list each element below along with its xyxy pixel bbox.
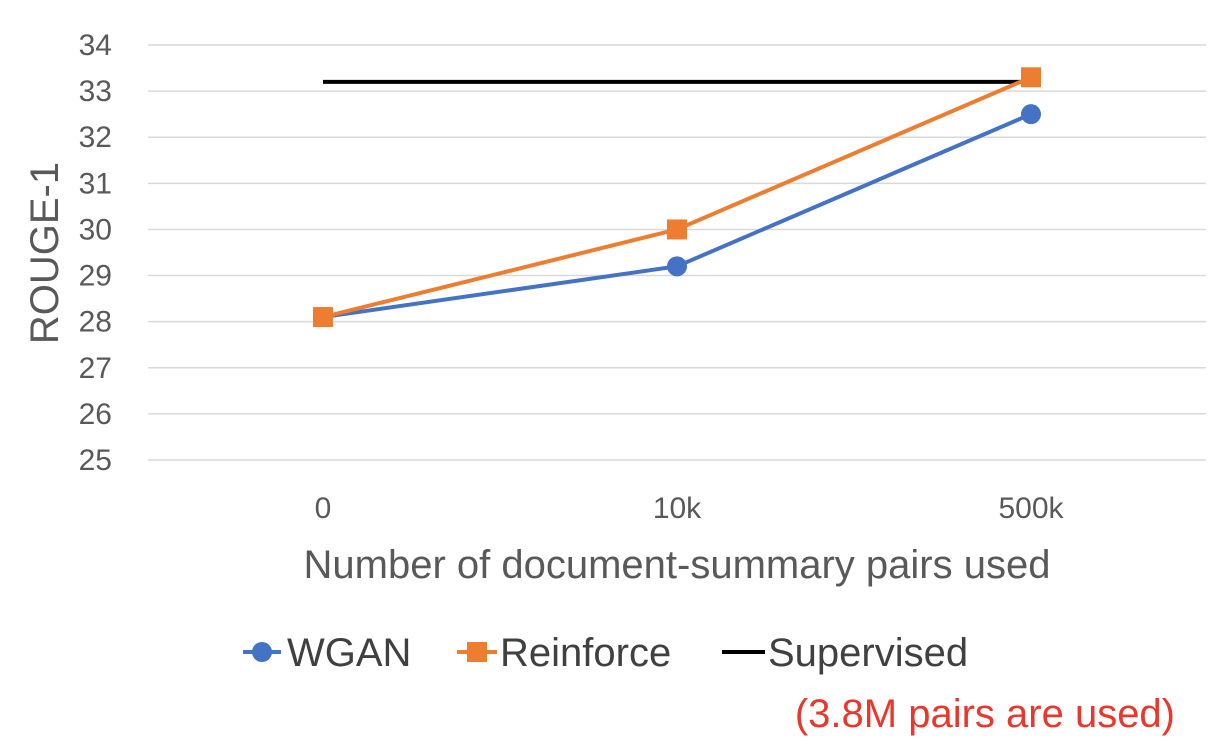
legend: WGAN Reinforce Supervised xyxy=(243,631,968,675)
reinforce-point xyxy=(313,307,333,327)
y-tick-label: 25 xyxy=(79,444,112,477)
y-tick-label: 33 xyxy=(79,75,112,108)
y-tick-label: 27 xyxy=(79,352,112,385)
legend-item-reinforce: Reinforce xyxy=(457,631,671,675)
y-tick-label: 31 xyxy=(79,167,112,200)
x-tick-label: 10k xyxy=(653,492,702,525)
y-axis-ticks: 25 26 27 28 29 30 31 32 33 34 xyxy=(79,29,112,477)
annotation-note: (3.8M pairs are used) xyxy=(795,692,1175,736)
wgan-series-line xyxy=(323,114,1031,317)
y-tick-label: 34 xyxy=(79,29,112,62)
reinforce-point xyxy=(1021,67,1041,87)
legend-supervised-label: Supervised xyxy=(768,631,968,675)
y-tick-label: 29 xyxy=(79,260,112,293)
legend-item-wgan: WGAN xyxy=(243,631,411,675)
legend-reinforce-label: Reinforce xyxy=(500,631,671,675)
y-tick-label: 32 xyxy=(79,121,112,154)
reinforce-point xyxy=(667,219,687,239)
wgan-point xyxy=(1021,104,1041,124)
y-tick-label: 26 xyxy=(79,398,112,431)
x-axis-ticks: 0 10k 500k xyxy=(315,492,1065,525)
y-tick-label: 28 xyxy=(79,306,112,339)
x-axis-title: Number of document-summary pairs used xyxy=(304,543,1051,587)
reinforce-series-line xyxy=(323,77,1031,317)
legend-wgan-marker xyxy=(252,642,272,662)
y-tick-label: 30 xyxy=(79,213,112,246)
legend-wgan-label: WGAN xyxy=(287,631,411,675)
y-axis-title: ROUGE-1 xyxy=(23,162,67,344)
wgan-point xyxy=(667,256,687,276)
legend-item-supervised: Supervised xyxy=(722,631,968,675)
x-tick-label: 0 xyxy=(315,492,332,525)
legend-reinforce-marker xyxy=(467,642,487,662)
x-tick-label: 500k xyxy=(998,492,1064,525)
series-layer xyxy=(313,67,1041,327)
gridlines xyxy=(148,45,1206,460)
